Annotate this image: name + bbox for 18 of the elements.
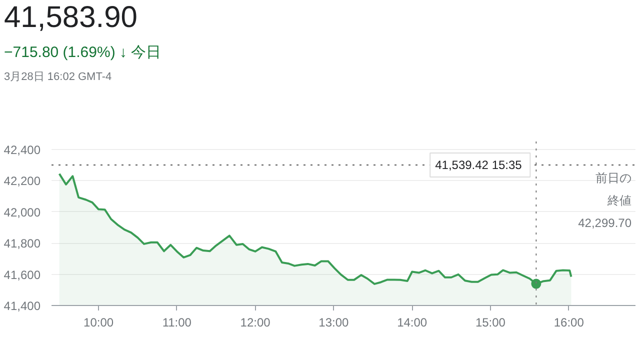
annotation: 41,539.42 15:35 xyxy=(435,158,522,172)
y-tick-label: 41,400 xyxy=(4,299,41,313)
x-tick-label: 13:00 xyxy=(318,316,350,330)
x-tick-label: 11:00 xyxy=(162,316,192,330)
x-tick-label: 16:00 xyxy=(554,316,584,330)
y-tick-label: 42,400 xyxy=(4,142,41,157)
x-tick-label: 15:00 xyxy=(475,316,506,330)
y-tick-label: 41,800 xyxy=(4,236,41,251)
y-tick-label: 42,200 xyxy=(4,174,41,188)
ref-line-label: 前日の終値 42,299.70 xyxy=(578,170,632,230)
text: 3月28日 16:02 GMT-4 xyxy=(4,70,112,85)
x-tick-label: 12:00 xyxy=(240,316,271,330)
x-tick-label: 10:00 xyxy=(84,316,114,330)
chart-subtitle: −715.80 (1.69%) ↓ 今日 xyxy=(4,43,162,63)
x-tick-label: 14:00 xyxy=(397,316,428,330)
y-tick-label: 41,600 xyxy=(4,268,41,282)
chart-title: 41,583.90 xyxy=(4,0,138,36)
y-tick-label: 42,000 xyxy=(4,205,41,220)
